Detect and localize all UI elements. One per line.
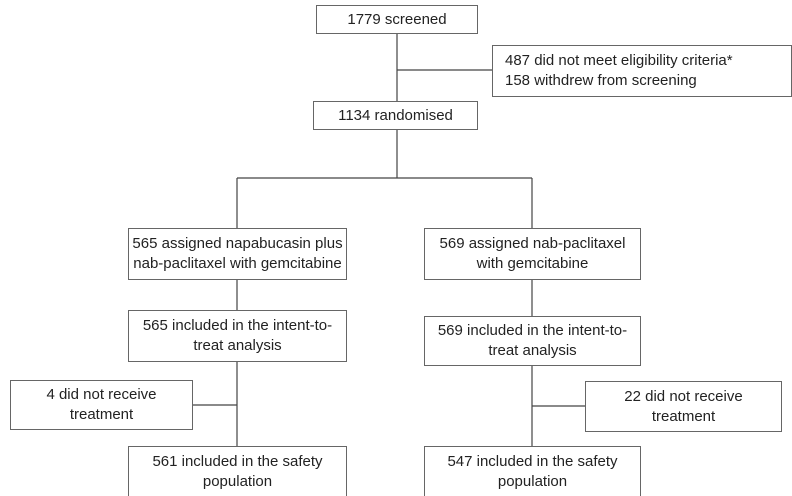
node-text: 565 assigned napabucasin plus <box>132 235 343 252</box>
node-box: 565 included in the intent-to-treat anal… <box>128 310 347 362</box>
node-box: 561 included in the safety population <box>128 446 347 496</box>
node-text: treatment <box>651 407 716 425</box>
node-text: 569 included in the intent-to- <box>437 322 628 339</box>
node-box: 487 did not meet eligibility criteria* 15… <box>492 45 792 97</box>
node-text: treat analysis <box>488 342 577 359</box>
node-text: 1779 screened <box>347 10 447 28</box>
node-text: 1134 randomised <box>338 106 453 124</box>
node-box: 22 did not receive treatment <box>585 381 782 432</box>
node-box: 569 included in the intent-to-treat anal… <box>424 316 641 366</box>
node-text: with gemcitabine <box>476 255 589 272</box>
node-text: treat analysis <box>193 337 282 354</box>
node-text: 569 assigned nab-paclitaxel <box>439 235 626 252</box>
node-text: 561 included in the safety <box>152 453 323 470</box>
node-box: 569 assigned nab-paclitaxel with gemcitab… <box>424 228 641 280</box>
node-text: 158 withdrew from screening <box>505 72 697 89</box>
node-text: 565 included in the intent-to- <box>142 317 333 334</box>
node-text: 22 did not receive <box>624 387 743 405</box>
node-box: 565 assigned napabucasin plus nab-paclita… <box>128 228 347 280</box>
node-text: population <box>202 473 273 490</box>
node-box: 1134 randomised <box>313 101 478 130</box>
node-box: 1779 screened <box>316 5 478 34</box>
node-text: nab-paclitaxel with gemcitabine <box>133 255 342 272</box>
node-text: 487 did not meet eligibility criteria* <box>505 52 733 69</box>
node-text: 547 included in the safety <box>447 453 618 470</box>
node-text: population <box>497 473 568 490</box>
node-text: treatment <box>69 406 134 423</box>
node-text: 4 did not receive <box>46 386 157 403</box>
node-box: 4 did not receive treatment <box>10 380 193 430</box>
node-box: 547 included in the safety population <box>424 446 641 496</box>
